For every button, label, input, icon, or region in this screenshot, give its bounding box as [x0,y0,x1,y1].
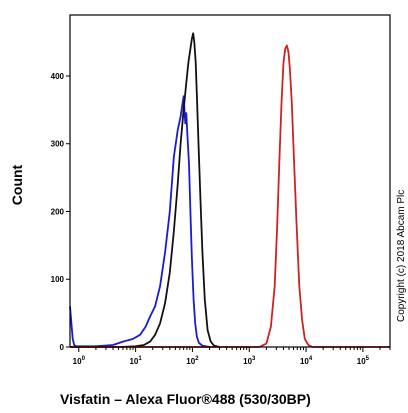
y-axis-title: Count [9,164,25,205]
y-tick-label: 300 [51,140,65,149]
y-tick-label: 200 [51,207,65,216]
x-axis-title: Visfatin – Alexa Fluor®488 (530/30BP) [60,391,311,407]
x-tick-label: 105 [357,356,370,366]
x-tick-label: 101 [129,356,142,366]
plot-frame [69,14,391,348]
series-blue-line [69,95,210,348]
series-red-line [70,44,390,348]
x-axis: 100 101 102 103 104 105 [73,347,391,366]
series-layer [69,32,390,348]
x-tick-label: 104 [300,356,313,366]
y-tick-label: 400 [51,72,65,81]
y-axis: 0 100 200 300 400 [51,72,70,352]
x-tick-label: 102 [186,356,199,366]
copyright-watermark: Copyright (c) 2018 Abcam Plc [396,190,407,322]
y-tick-label: 100 [51,275,65,284]
x-tick-label: 100 [73,356,86,366]
y-tick-label: 0 [60,343,65,352]
x-tick-label: 103 [243,356,256,366]
series-black-line [70,32,220,348]
